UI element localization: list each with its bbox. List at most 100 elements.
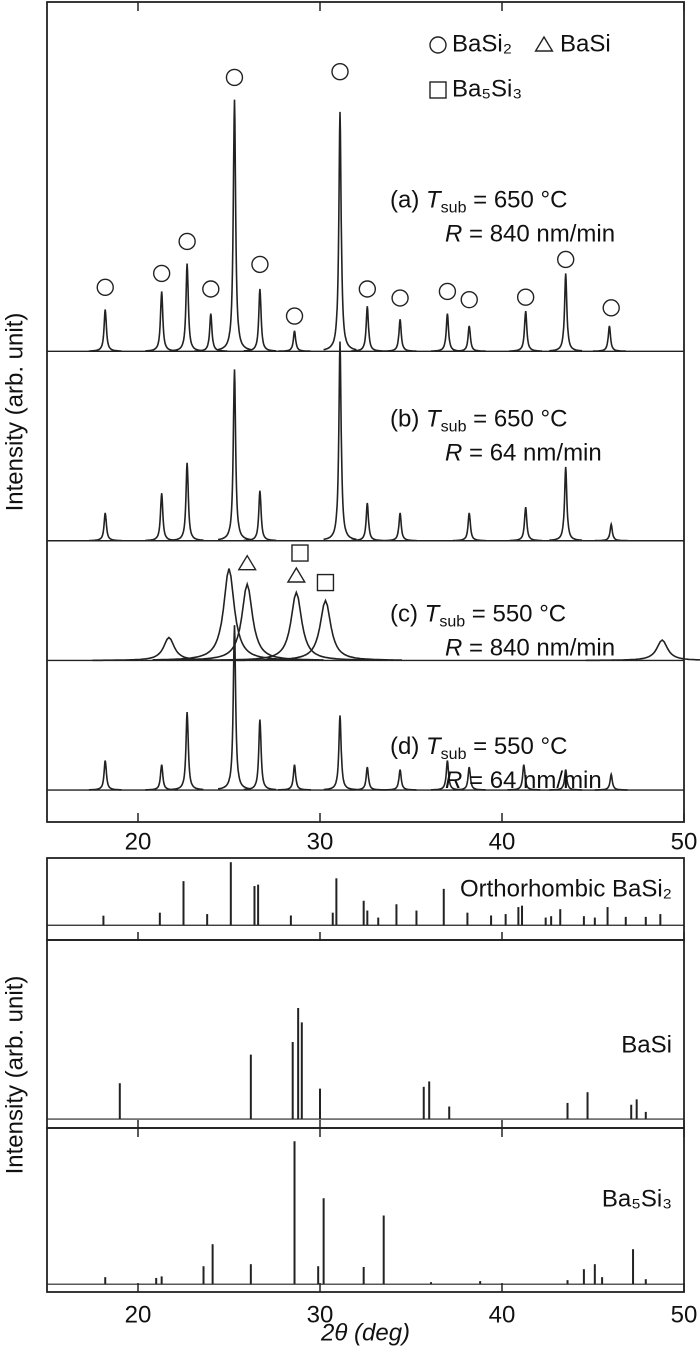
- peak: [170, 462, 204, 541]
- trace-label-part: = 840 nm/min: [462, 635, 615, 662]
- phase-marker: [152, 264, 171, 283]
- peak: [594, 521, 628, 542]
- peak: [145, 764, 178, 791]
- trace-label-part: R: [445, 221, 462, 248]
- peak: [430, 313, 464, 352]
- peak: [145, 291, 178, 352]
- phase-marker: [251, 255, 269, 274]
- legend-label: BaSi₂: [452, 30, 512, 57]
- panel-label: Orthorhombic BaSi₂: [460, 875, 672, 902]
- phase-marker: [178, 232, 196, 251]
- peak: [549, 466, 583, 541]
- peak: [452, 512, 486, 542]
- legend-symbol: [429, 36, 447, 54]
- trace-label: (c) Tsub = 550 °C: [390, 601, 566, 631]
- x-tick-label: 30: [307, 1301, 334, 1328]
- peak: [507, 764, 541, 791]
- peak: [88, 760, 122, 791]
- trace-label: (b) Tsub = 650 °C: [390, 406, 567, 436]
- trace-label-part: (b): [390, 406, 426, 433]
- peak: [217, 625, 251, 790]
- y-axis-label: Intensity (arb. unit): [1, 313, 28, 512]
- peak: [509, 311, 542, 352]
- trace-label-part: = 650 °C: [466, 187, 567, 214]
- phase-marker: [291, 544, 309, 562]
- panel-label: BaSi: [621, 1031, 672, 1058]
- plot-frame: [46, 1, 685, 823]
- peak: [350, 766, 384, 791]
- peak: [194, 313, 228, 352]
- legend-label: Ba₅Si₃: [452, 75, 522, 102]
- peak: [217, 369, 251, 541]
- trace-label-part: = 840 nm/min: [462, 221, 615, 248]
- peak: [452, 325, 486, 352]
- phase-marker: [202, 280, 220, 298]
- peak: [152, 568, 306, 661]
- x-tick-label: 30: [307, 828, 334, 855]
- phase-marker: [460, 290, 478, 309]
- phase-marker: [516, 288, 535, 306]
- peak: [243, 490, 277, 542]
- phase-marker: [602, 299, 620, 317]
- peak: [88, 512, 122, 542]
- peak: [323, 715, 357, 791]
- trace-label-part: (a): [390, 187, 426, 214]
- trace-label: R = 64 nm/min: [445, 440, 602, 467]
- legend-label: BaSi: [560, 30, 611, 57]
- peak: [243, 288, 277, 352]
- legend-symbol: [429, 81, 447, 99]
- trace-label-part: (c): [390, 601, 425, 628]
- peak: [278, 330, 311, 352]
- phase-marker: [557, 250, 575, 269]
- trace-label-part: T: [426, 406, 443, 433]
- peak: [217, 99, 251, 351]
- peak: [350, 306, 384, 352]
- peak: [145, 493, 178, 542]
- peak: [383, 512, 417, 542]
- peak: [323, 111, 357, 351]
- trace-label-part: = 550 °C: [465, 601, 566, 628]
- phase-marker: [331, 62, 349, 81]
- x-tick-label: 40: [489, 1301, 516, 1328]
- x-axis-label: 2θ (deg): [320, 1319, 410, 1346]
- x-tick-label: 20: [125, 1301, 152, 1328]
- peak: [249, 598, 402, 661]
- x-tick-label: 20: [125, 828, 152, 855]
- peak: [278, 764, 311, 791]
- peak: [170, 712, 204, 791]
- y-axis-label: Intensity (arb. unit): [1, 976, 28, 1175]
- trace-label-part: T: [426, 187, 443, 214]
- peak: [509, 506, 542, 542]
- trace-label-part: R: [445, 635, 462, 662]
- trace-label-part: T: [425, 601, 442, 628]
- trace-label-part: = 650 °C: [466, 406, 567, 433]
- phase-marker: [358, 280, 377, 298]
- phase-marker: [316, 573, 335, 592]
- trace-label-part: = 64 nm/min: [462, 767, 601, 794]
- peak: [88, 309, 122, 352]
- trace-label-part: R: [445, 767, 462, 794]
- peak: [452, 766, 486, 791]
- peak: [219, 589, 373, 661]
- peak: [383, 769, 417, 791]
- trace-label: (a) Tsub = 650 °C: [390, 187, 567, 217]
- phase-marker: [225, 68, 244, 87]
- trace-label: R = 840 nm/min: [445, 221, 615, 248]
- peak: [594, 771, 628, 791]
- trace-label-part: sub: [441, 200, 467, 217]
- phase-marker: [96, 278, 114, 297]
- trace-label-part: = 550 °C: [466, 733, 567, 760]
- trace-label: R = 840 nm/min: [445, 635, 615, 662]
- peak: [593, 325, 626, 352]
- plot-frame: [46, 1127, 685, 1293]
- phase-marker: [237, 554, 257, 571]
- trace-label-part: sub: [439, 614, 465, 631]
- peak: [243, 719, 277, 791]
- trace-label: R = 64 nm/min: [445, 767, 602, 794]
- x-tick-label: 50: [671, 1301, 698, 1328]
- peak: [549, 273, 583, 352]
- peak: [92, 636, 246, 662]
- trace-label-part: = 64 nm/min: [462, 440, 601, 467]
